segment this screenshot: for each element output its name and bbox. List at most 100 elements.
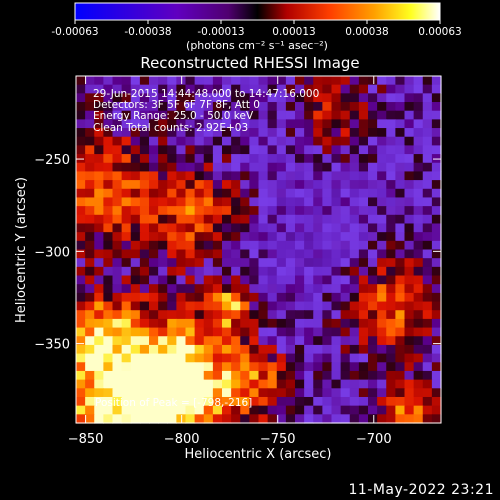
heatmap-cell [94,284,104,294]
heatmap-cell [85,405,95,415]
heatmap-cell [276,344,287,355]
heatmap-cell [285,414,296,424]
heatmap-cell [422,84,433,94]
heatmap-cell [358,388,369,398]
heatmap-cell [212,197,223,207]
heatmap-cell [395,362,406,372]
heatmap-cell [240,128,250,138]
heatmap-cell [267,188,278,199]
heatmap-cell [76,362,86,372]
heatmap-cell [76,275,86,285]
heatmap-cell [149,327,159,337]
heatmap-cell [258,310,269,320]
heatmap-cell [422,110,433,120]
heatmap-cell [358,136,369,147]
heatmap-cell [285,93,296,103]
heatmap-cell [431,292,442,303]
heatmap-cell [431,240,442,251]
heatmap-cell [340,336,351,346]
heatmap-cell [395,110,406,120]
heatmap-cell [331,258,342,268]
heatmap-cell [185,266,196,277]
heatmap-cell [222,206,232,216]
heatmap-cell [103,275,114,285]
heatmap-cell [304,405,314,415]
heatmap-cell [422,223,433,233]
heatmap-cell [413,206,424,216]
heatmap-cell [240,232,250,242]
heatmap-cell [349,84,360,94]
heatmap-cell [395,162,406,173]
heatmap-cell [377,327,387,337]
heatmap-cell [112,379,123,389]
heatmap-cell [121,188,132,199]
heatmap-cell [404,154,415,164]
heatmap-cell [258,119,269,129]
heatmap-cell [185,76,196,86]
heatmap-cell [431,379,442,389]
heatmap-cell [386,84,396,94]
heatmap-cell [267,405,278,415]
heatmap-cell [404,301,415,311]
heatmap-cell [295,396,305,407]
heatmap-cell [158,258,168,268]
heatmap-cell [285,301,296,311]
heatmap-cell [386,188,396,199]
heatmap-cell [94,162,104,173]
heatmap-cell [285,197,296,207]
heatmap-cell [422,388,433,398]
heatmap-cell [130,197,141,207]
heatmap-cell [112,110,123,120]
heatmap-cell [395,93,406,103]
heatmap-cell [85,336,95,346]
heatmap-cell [249,128,260,138]
heatmap-cell [395,136,406,147]
heatmap-cell [395,180,406,190]
heatmap-cell [413,327,424,337]
heatmap-cell [285,232,296,242]
heatmap-cell [422,405,433,415]
heatmap-cell [349,310,360,320]
heatmap-cell [340,249,351,259]
heatmap-cell [222,188,232,199]
heatmap-cell [258,154,269,164]
heatmap-cell [121,310,132,320]
heatmap-cell [103,232,114,242]
heatmap-cell [121,275,132,285]
heatmap-cell [139,405,150,415]
heatmap-cell [121,76,132,86]
heatmap-cell [386,128,396,138]
heatmap-cell [194,197,205,207]
heatmap-cell [358,266,369,277]
heatmap-cell [112,344,123,355]
heatmap-cell [249,223,260,233]
heatmap-cell [240,102,250,112]
heatmap-cell [322,405,333,415]
heatmap-cell [386,318,396,329]
heatmap-cell [295,362,305,372]
heatmap-cell [404,162,415,173]
heatmap-cell [249,240,260,251]
heatmap-cell [222,136,232,147]
heatmap-cell [377,93,387,103]
heatmap-cell [94,102,104,112]
heatmap-cell [404,240,415,251]
heatmap-cell [431,370,442,381]
heatmap-cell [377,171,387,181]
heatmap-cell [203,362,214,372]
heatmap-cell [258,180,269,190]
heatmap-cell [285,362,296,372]
heatmap-cell [349,171,360,181]
heatmap-cell [203,370,214,381]
heatmap-cell [158,301,168,311]
heatmap-cell [176,110,187,120]
heatmap-cell [139,370,150,381]
heatmap-cell [249,318,260,329]
heatmap-cell [285,336,296,346]
heatmap-cell [267,206,278,216]
heatmap-cell [322,344,333,355]
heatmap-cell [368,119,378,129]
heatmap-cell [331,292,342,303]
heatmap-cell [295,214,305,225]
heatmap-cell [112,240,123,251]
